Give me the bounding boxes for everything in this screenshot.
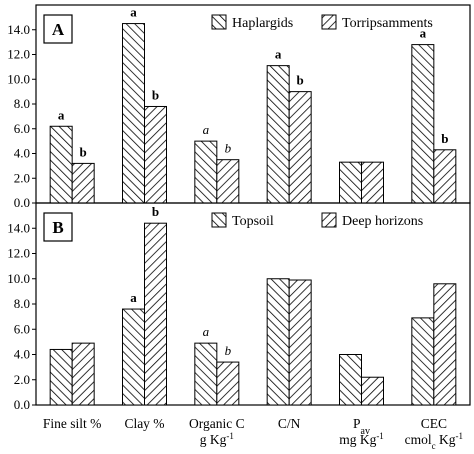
x-category-label: Organic C [189,416,245,431]
y-tick-label: 14.0 [7,220,30,235]
y-tick-label: 6.0 [14,321,30,336]
panel-label: B [52,218,63,237]
y-tick-label: 12.0 [7,47,30,62]
bar-topsoil [194,342,218,406]
y-tick-label: 4.0 [14,146,30,161]
bar-haplargids [266,65,290,204]
legend-label: Deep horizons [342,214,423,229]
significance-letter: a [203,122,210,137]
bar-torripsamments [433,149,457,204]
significance-letter: a [130,290,137,305]
y-tick-label: 8.0 [14,96,30,111]
significance-letter: b [152,87,159,102]
legend-label: Topsoil [232,214,274,229]
x-category-label: CEC [421,416,447,431]
panel-label-box [43,212,73,242]
x-category-label: Fine silt % [43,416,102,431]
significance-letter: a [58,107,65,122]
y-tick-label: 12.0 [7,246,30,261]
bar-torripsamments [288,91,312,204]
bar-torripsamments [144,105,167,204]
y-tick-label: 10.0 [7,271,30,286]
legend-swatch [211,14,227,30]
x-category-unit: cmolc Kg-1 [405,431,463,451]
significance-letter: a [130,5,137,20]
significance-letter: a [203,324,210,339]
significance-letter: b [152,204,159,219]
bar-deep-horizons [144,222,167,406]
y-tick-label: 0.0 [14,195,30,210]
y-tick-label: 10.0 [7,71,30,86]
y-tick-label: 0.0 [14,397,30,412]
bar-deep-horizons [288,279,312,406]
bar-topsoil [266,278,290,406]
y-tick-label: 2.0 [14,372,30,387]
bar-deep-horizons [433,283,457,406]
y-tick-label: 2.0 [14,170,30,185]
legend-swatch [211,212,227,228]
bar-topsoil [122,308,145,406]
bar-topsoil [339,354,362,406]
significance-letter: b [441,131,448,146]
bar-topsoil [49,348,73,406]
legend-label: Haplargids [232,16,293,31]
plot-frame [35,202,471,406]
bar-haplargids [339,161,362,204]
significance-letter: b [225,141,232,156]
x-category-unit: g Kg-1 [200,431,234,447]
significance-letter: a [275,47,282,62]
legend-label: Torripsamments [342,16,433,31]
y-tick-label: 14.0 [7,22,30,37]
legend-swatch [321,14,337,30]
legend-swatch [321,212,337,228]
x-category-unit: mg Kg-1 [339,431,384,447]
significance-letter: b [225,343,232,358]
y-tick-label: 8.0 [14,296,30,311]
bar-torripsamments [361,161,384,204]
bar-haplargids [122,23,145,204]
plot-frame [35,4,471,204]
significance-letter: b [80,144,87,159]
bar-deep-horizons [71,342,95,406]
bar-haplargids [49,125,73,204]
bar-torripsamments [216,159,240,204]
significance-letter: b [297,73,304,88]
panel-label-box [43,14,73,44]
bar-haplargids [411,44,435,204]
bar-haplargids [194,140,218,204]
bar-torripsamments [71,162,95,204]
significance-letter: a [420,26,427,41]
bar-topsoil [411,317,435,406]
y-tick-label: 4.0 [14,347,30,362]
bar-deep-horizons [361,376,384,406]
bar-deep-horizons [216,361,240,406]
y-tick-label: 6.0 [14,121,30,136]
panel-label: A [52,20,65,39]
x-category-label: C/N [278,416,301,431]
x-category-label: Clay % [124,416,164,431]
